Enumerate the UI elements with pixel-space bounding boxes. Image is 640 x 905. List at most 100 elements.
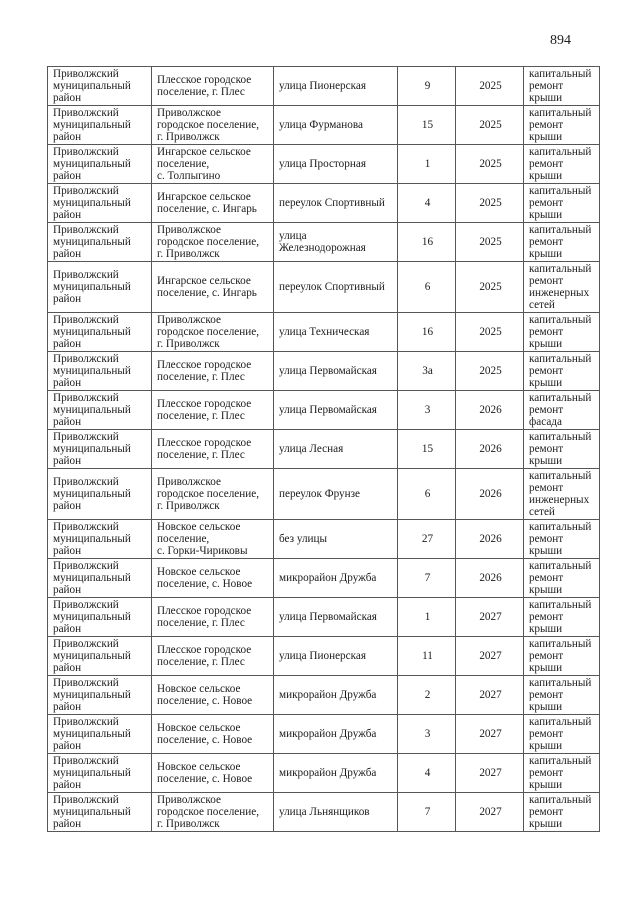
cell-year: 2027 [455,792,524,832]
cell-year: 2026 [455,468,524,520]
cell-house-number: 15 [397,429,456,469]
table-row: Приволжский муниципальный район Новское … [47,519,600,559]
cell-street: улица Просторная [273,144,398,184]
cell-street: переулок Спортивный [273,183,398,223]
cell-house-number: 11 [397,636,456,676]
cell-work-type: капитальный ремонт крыши [523,675,600,715]
cell-street: без улицы [273,519,398,559]
table-row: Приволжский муниципальный район Приволжс… [47,222,600,262]
cell-street: микрорайон Дружба [273,675,398,715]
cell-work-type: капитальный ремонт крыши [523,183,600,223]
cell-house-number: 3а [397,351,456,391]
cell-work-type: капитальный ремонт крыши [523,792,600,832]
table-row: Приволжский муниципальный район Приволжс… [47,312,600,352]
cell-district: Приволжский муниципальный район [47,144,152,184]
cell-house-number: 3 [397,714,456,754]
cell-house-number: 7 [397,792,456,832]
cell-district: Приволжский муниципальный район [47,792,152,832]
cell-house-number: 6 [397,261,456,313]
cell-house-number: 27 [397,519,456,559]
table-row: Приволжский муниципальный район Новское … [47,714,600,754]
cell-year: 2027 [455,714,524,754]
cell-house-number: 6 [397,468,456,520]
cell-street: улица Льнянщиков [273,792,398,832]
cell-year: 2027 [455,597,524,637]
cell-street: переулок Спортивный [273,261,398,313]
cell-settlement: Приволжское городское поселение, г. Прив… [151,792,274,832]
cell-work-type: капитальный ремонт крыши [523,222,600,262]
cell-district: Приволжский муниципальный район [47,183,152,223]
cell-work-type: капитальный ремонт крыши [523,753,600,793]
cell-settlement: Новское сельское поселение, с. Новое [151,675,274,715]
cell-settlement: Плесское городское поселение, г. Плес [151,351,274,391]
cell-house-number: 9 [397,66,456,106]
cell-year: 2026 [455,390,524,430]
cell-settlement: Новское сельское поселение, с. Горки-Чир… [151,519,274,559]
cell-year: 2025 [455,66,524,106]
table-row: Приволжский муниципальный район Ингарско… [47,183,600,223]
cell-settlement: Ингарское сельское поселение, с. Ингарь [151,261,274,313]
cell-work-type: капитальный ремонт крыши [523,351,600,391]
cell-year: 2025 [455,312,524,352]
cell-settlement: Плесское городское поселение, г. Плес [151,390,274,430]
cell-work-type: капитальный ремонт крыши [523,519,600,559]
cell-year: 2027 [455,753,524,793]
cell-street: улица Железнодорожная [273,222,398,262]
cell-street: микрорайон Дружба [273,714,398,754]
cell-settlement: Приволжское городское поселение, г. Прив… [151,105,274,145]
cell-year: 2025 [455,144,524,184]
cell-settlement: Плесское городское поселение, г. Плес [151,66,274,106]
cell-year: 2027 [455,636,524,676]
cell-year: 2025 [455,351,524,391]
cell-year: 2026 [455,558,524,598]
table-row: Приволжский муниципальный район Ингарско… [47,144,600,184]
table-row: Приволжский муниципальный район Плесское… [47,66,600,106]
cell-house-number: 7 [397,558,456,598]
cell-year: 2025 [455,105,524,145]
cell-settlement: Плесское городское поселение, г. Плес [151,597,274,637]
cell-year: 2026 [455,519,524,559]
table-row: Приволжский муниципальный район Плесское… [47,390,600,430]
repair-plan-table: Приволжский муниципальный район Плесское… [47,66,600,832]
table-row: Приволжский муниципальный район Плесское… [47,429,600,469]
cell-year: 2025 [455,183,524,223]
cell-settlement: Плесское городское поселение, г. Плес [151,636,274,676]
cell-district: Приволжский муниципальный район [47,351,152,391]
cell-street: улица Фурманова [273,105,398,145]
cell-settlement: Плесское городское поселение, г. Плес [151,429,274,469]
table-row: Приволжский муниципальный район Приволжс… [47,105,600,145]
cell-work-type: капитальный ремонт крыши [523,597,600,637]
cell-work-type: капитальный ремонт крыши [523,312,600,352]
cell-work-type: капитальный ремонт фасада [523,390,600,430]
cell-settlement: Новское сельское поселение, с. Новое [151,558,274,598]
repair-plan-table-body: Приволжский муниципальный район Плесское… [47,66,600,832]
table-row: Приволжский муниципальный район Плесское… [47,597,600,637]
cell-district: Приволжский муниципальный район [47,558,152,598]
cell-street: улица Лесная [273,429,398,469]
cell-district: Приволжский муниципальный район [47,429,152,469]
cell-settlement: Приволжское городское поселение, г. Прив… [151,312,274,352]
cell-settlement: Ингарское сельское поселение, с. Ингарь [151,183,274,223]
cell-street: улица Пионерская [273,636,398,676]
cell-district: Приволжский муниципальный район [47,714,152,754]
cell-work-type: капитальный ремонт крыши [523,558,600,598]
cell-district: Приволжский муниципальный район [47,66,152,106]
cell-district: Приволжский муниципальный район [47,261,152,313]
cell-house-number: 4 [397,753,456,793]
cell-street: улица Первомайская [273,351,398,391]
cell-street: улица Первомайская [273,390,398,430]
cell-work-type: капитальный ремонт крыши [523,714,600,754]
cell-year: 2026 [455,429,524,469]
cell-house-number: 4 [397,183,456,223]
table-row: Приволжский муниципальный район Новское … [47,675,600,715]
cell-district: Приволжский муниципальный район [47,519,152,559]
cell-settlement: Новское сельское поселение, с. Новое [151,714,274,754]
table-row: Приволжский муниципальный район Плесское… [47,636,600,676]
cell-year: 2025 [455,261,524,313]
cell-house-number: 1 [397,597,456,637]
page-number: 894 [550,33,571,48]
cell-district: Приволжский муниципальный район [47,753,152,793]
cell-settlement: Ингарское сельское поселение, с. Толпыги… [151,144,274,184]
cell-work-type: капитальный ремонт инженерных сетей [523,468,600,520]
